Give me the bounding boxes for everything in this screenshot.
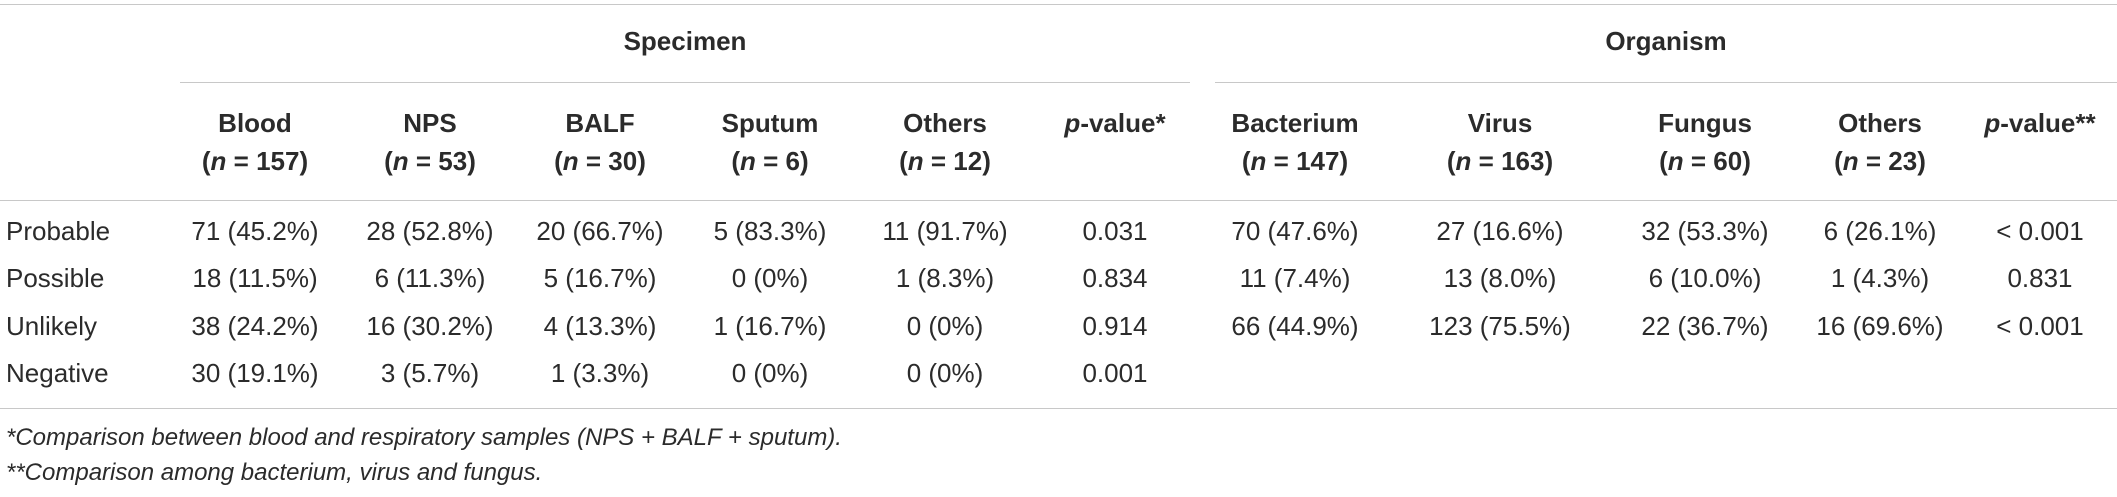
table-cell: 1 (8.3%)	[895, 263, 995, 293]
column-label: Virus	[1467, 108, 1533, 138]
n-symbol: n	[1250, 146, 1267, 176]
table-cell: 123 (75.5%)	[1429, 311, 1571, 341]
table-cell: 0 (0%)	[906, 358, 984, 388]
table-cell: 66 (44.9%)	[1231, 311, 1359, 341]
column-header-blood: Blood (n = 157)	[201, 108, 309, 176]
top-rule	[0, 4, 2117, 5]
n-value: = 12	[923, 146, 983, 176]
table-cell: 6 (11.3%)	[374, 263, 486, 293]
table-cell: < 0.001	[1996, 311, 2084, 341]
table-cell: 1 (16.7%)	[713, 311, 827, 341]
table-cell: 13 (8.0%)	[1443, 263, 1557, 293]
table-cell: 0 (0%)	[731, 263, 809, 293]
n-value: = 163	[1471, 146, 1545, 176]
column-header-others-specimen: Others (n = 12)	[899, 108, 991, 176]
group-title-specimen: Specimen	[623, 26, 747, 56]
table-cell: 4 (13.3%)	[543, 311, 657, 341]
n-symbol: n	[562, 146, 579, 176]
table-cell: 16 (69.6%)	[1816, 311, 1944, 341]
column-label: -value*	[1080, 108, 1166, 138]
n-symbol: n	[1842, 146, 1859, 176]
group-rule-organism	[1215, 82, 2117, 83]
n-value: = 157	[226, 146, 300, 176]
column-label: Bacterium	[1231, 108, 1359, 138]
table-cell: 1 (3.3%)	[550, 358, 650, 388]
n-symbol: n	[1667, 146, 1684, 176]
table-cell: 0.831	[2007, 263, 2073, 293]
row-label: Possible	[6, 263, 105, 293]
column-header-p-value-specimen: p-value*	[1040, 104, 1190, 142]
footnote-organism: **Comparison among bacterium, virus and …	[6, 459, 543, 486]
column-header-nps: NPS (n = 53)	[384, 108, 476, 176]
table-cell: 27 (16.6%)	[1436, 216, 1564, 246]
table-cell: 16 (30.2%)	[366, 311, 494, 341]
table-cell: 0.914	[1082, 311, 1148, 341]
n-value: = 30	[578, 146, 638, 176]
column-label: Others	[1838, 108, 1922, 138]
table-cell: 18 (11.5%)	[192, 263, 318, 293]
table-cell: 70 (47.6%)	[1231, 216, 1359, 246]
table-cell: 28 (52.8%)	[366, 216, 494, 246]
table-cell: 0.031	[1082, 216, 1148, 246]
column-header-p-value-organism: p-value**	[1965, 104, 2115, 142]
n-value: = 60	[1683, 146, 1743, 176]
column-header-fungus: Fungus (n = 60)	[1658, 108, 1752, 176]
n-symbol: n	[907, 146, 924, 176]
n-value: = 6	[755, 146, 800, 176]
n-symbol: n	[1455, 146, 1472, 176]
column-label: Sputum	[721, 108, 819, 138]
p-symbol: p	[1064, 108, 1081, 138]
table-cell: 6 (10.0%)	[1648, 263, 1762, 293]
table-cell: 0.834	[1082, 263, 1148, 293]
header-bottom-rule	[0, 200, 2117, 201]
table-cell: 22 (36.7%)	[1641, 311, 1769, 341]
table-cell: 20 (66.7%)	[536, 216, 664, 246]
n-symbol: n	[740, 146, 756, 176]
column-header-bacterium: Bacterium (n = 147)	[1231, 108, 1359, 176]
table-cell: 0.001	[1082, 358, 1148, 388]
group-rule-specimen	[180, 82, 1190, 83]
table-cell: 3 (5.7%)	[380, 358, 480, 388]
column-label: -value**	[2000, 108, 2096, 138]
row-label: Probable	[6, 216, 111, 246]
footnote-specimen: *Comparison between blood and respirator…	[6, 424, 842, 451]
column-label: Blood	[218, 108, 292, 138]
table-cell: 11 (91.7%)	[882, 216, 1008, 246]
n-value: = 23	[1858, 146, 1918, 176]
table-cell: 5 (16.7%)	[543, 263, 657, 293]
table-cell: 38 (24.2%)	[191, 311, 319, 341]
row-label: Unlikely	[6, 311, 98, 341]
column-header-balf: BALF (n = 30)	[554, 108, 646, 176]
table-cell: 1 (4.3%)	[1830, 263, 1930, 293]
table-cell: 0 (0%)	[906, 311, 984, 341]
column-label: BALF	[565, 108, 635, 138]
p-symbol: p	[1984, 108, 2001, 138]
group-title-organism: Organism	[1605, 26, 1727, 56]
column-header-others-organism: Others (n = 23)	[1834, 108, 1926, 176]
table-cell: 6 (26.1%)	[1823, 216, 1937, 246]
n-symbol: n	[392, 146, 409, 176]
n-value: = 147	[1266, 146, 1340, 176]
row-label: Negative	[6, 358, 109, 388]
table-cell: 0 (0%)	[731, 358, 809, 388]
table-cell: 11 (7.4%)	[1239, 263, 1351, 293]
table-bottom-rule	[0, 408, 2117, 409]
table-cell: 71 (45.2%)	[191, 216, 319, 246]
table-cell: 32 (53.3%)	[1641, 216, 1769, 246]
n-value: = 53	[408, 146, 468, 176]
column-label: Fungus	[1658, 108, 1752, 138]
column-label: Others	[903, 108, 987, 138]
table-cell: 5 (83.3%)	[713, 216, 827, 246]
n-symbol: n	[210, 146, 227, 176]
column-header-virus: Virus (n = 163)	[1446, 108, 1554, 176]
table-cell: 30 (19.1%)	[191, 358, 319, 388]
table-cell: < 0.001	[1996, 216, 2084, 246]
column-label: NPS	[403, 108, 457, 138]
column-header-sputum: Sputum (n = 6)	[721, 108, 819, 176]
